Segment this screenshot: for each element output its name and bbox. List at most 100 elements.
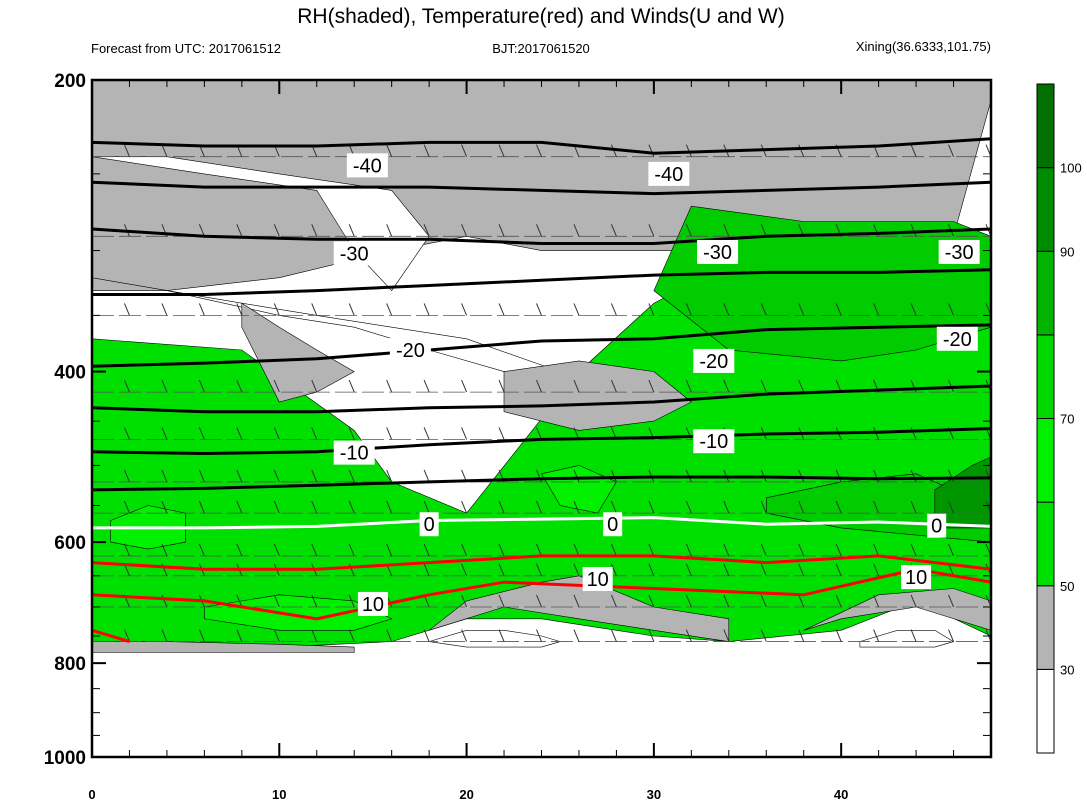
wind-barb: [685, 629, 692, 642]
contour-label-text: 0: [931, 516, 942, 538]
contour-label-box: [333, 241, 375, 266]
wind-barb: [798, 594, 805, 608]
wind-barb: [423, 379, 430, 393]
wind-barb: [536, 594, 542, 608]
wind-barb: [610, 563, 617, 576]
wind-barb: [198, 629, 205, 642]
contour-label-text: 10: [362, 594, 384, 616]
wind-barb: [273, 224, 280, 237]
y-tick-label: 400: [54, 363, 86, 384]
wind-barb: [835, 500, 842, 514]
wind-barb: [648, 500, 655, 514]
wind-barb: [123, 379, 130, 393]
temperature-contours-layer: [92, 137, 991, 644]
wind-barb: [910, 144, 917, 157]
contour-label-box: [693, 348, 735, 373]
wind-barb: [835, 543, 842, 557]
wind-barb: [948, 144, 955, 157]
wind-barb: [123, 144, 130, 157]
x-tick-label: 10: [272, 787, 286, 802]
location-subtitle: Xining(36.6333,101.75): [856, 39, 991, 54]
wind-barb: [461, 144, 468, 157]
chart-title: RH(shaded), Temperature(red) and Winds(U…: [297, 5, 784, 28]
wind-barb: [311, 379, 318, 393]
wind-barb: [311, 427, 318, 440]
rh-region-gray-10: [503, 360, 692, 431]
contour-label-text: -40: [654, 164, 683, 186]
wind-barb: [461, 427, 468, 440]
wind-barb: [573, 500, 580, 514]
wind-barb: [610, 303, 617, 316]
wind-barb: [273, 379, 280, 393]
x-tick-label: 20: [459, 787, 473, 802]
wind-barb: [161, 469, 168, 483]
temperature-contour--20: [92, 323, 991, 368]
wind-barb: [873, 543, 880, 557]
temperature-contour--15: [92, 384, 991, 414]
contour-label-box: [938, 239, 980, 264]
wind-barb: [948, 594, 955, 608]
wind-barb: [161, 427, 168, 440]
wind-barb: [161, 500, 168, 514]
temperature-contour--30: [92, 227, 991, 245]
wind-barb: [311, 224, 318, 237]
wind-barb: [835, 563, 842, 576]
wind-barb: [948, 543, 955, 557]
rh-region-gray-8: [92, 641, 355, 653]
wind-barb: [648, 543, 655, 557]
wind-barb: [573, 543, 580, 557]
wind-barb: [423, 543, 430, 557]
contour-label-box: [648, 161, 690, 186]
rh-shading-layer: [92, 80, 991, 653]
wind-barb: [348, 469, 355, 483]
y-tick-label: 1000: [44, 748, 86, 769]
wind-barb: [161, 379, 168, 393]
wind-barb: [948, 500, 955, 514]
contour-label-box: [357, 591, 388, 616]
wind-barb: [311, 500, 318, 514]
wind-barb: [423, 144, 430, 157]
contour-label-box: [582, 567, 613, 592]
wind-barb: [685, 379, 692, 393]
wind-barb: [760, 500, 767, 514]
wind-barb: [536, 144, 542, 157]
wind-barb: [236, 224, 243, 237]
wind-barb: [723, 224, 730, 237]
wind-barb: [198, 379, 205, 393]
wind-barb: [498, 543, 505, 557]
y-tick-label: 800: [54, 654, 86, 675]
y-tick-label: 200: [54, 71, 86, 92]
wind-barb: [760, 629, 767, 642]
forecast-subtitle: Forecast from UTC: 2017061512: [91, 41, 281, 56]
wind-barb: [498, 563, 505, 576]
contour-label-text: -10: [340, 443, 369, 465]
wind-barb: [536, 563, 542, 576]
wind-barbs-layer: [92, 144, 991, 642]
contour-label-text: -10: [699, 431, 728, 453]
wind-barb: [723, 303, 730, 316]
rh-region-green-bright-14: [204, 594, 393, 631]
wind-barb: [798, 144, 805, 157]
colorbar-label: 100: [1060, 161, 1082, 176]
wind-barb: [123, 303, 130, 316]
wind-barb: [910, 500, 917, 514]
temperature-contour-5: [92, 554, 991, 571]
wind-barb: [573, 303, 580, 316]
contour-label-box: [901, 565, 932, 590]
wind-barb: [498, 224, 505, 237]
contour-label-text: 10: [587, 569, 609, 591]
temperature-contour-10: [92, 567, 991, 621]
colorbar-label: 70: [1060, 412, 1074, 427]
wind-barb: [910, 543, 917, 557]
wind-barb: [536, 500, 542, 514]
contour-label-text: 0: [607, 514, 618, 536]
wind-barb: [536, 379, 542, 393]
wind-barb: [198, 469, 205, 483]
wind-barb: [610, 629, 617, 642]
wind-barb: [273, 500, 280, 514]
wind-barb: [123, 629, 130, 642]
wind-barb: [423, 303, 430, 316]
wind-barb: [386, 427, 393, 440]
wind-barb: [573, 594, 580, 608]
